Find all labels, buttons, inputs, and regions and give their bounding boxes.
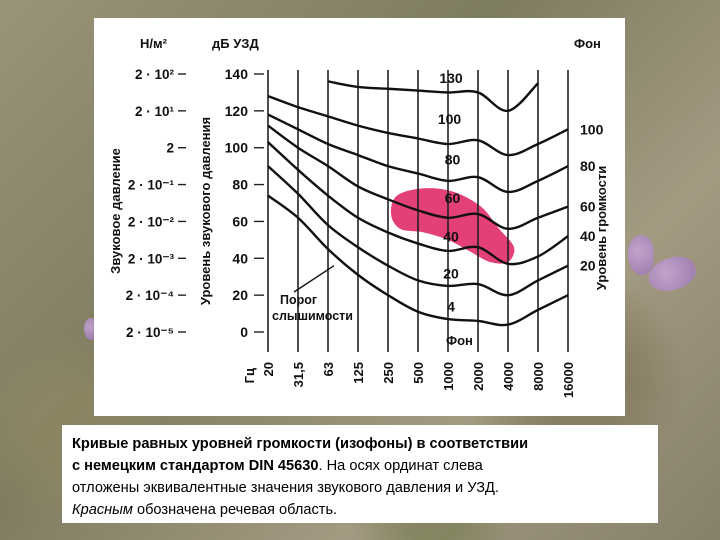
isophone-curve	[327, 80, 539, 113]
y-left-tick-label: 80	[232, 177, 248, 193]
x-tick-label: 16000	[561, 362, 576, 398]
y-right-tick-label: 60	[580, 199, 596, 215]
y-left-tick-label: 20	[232, 287, 248, 303]
y-pressure-tick-label: 2 · 10⁻¹	[128, 178, 175, 193]
curve-label: 100	[438, 111, 462, 127]
y-pressure-tick-label: 2 · 10⁻³	[128, 251, 175, 266]
curve-label: 60	[445, 190, 461, 206]
x-tick-label: 4000	[501, 362, 516, 391]
caption-line-1: Кривые равных уровней громкости (изофоны…	[72, 436, 529, 452]
isophone-curve	[267, 124, 569, 231]
y-right-tick-label: 40	[580, 228, 596, 244]
phon-unit-label: Фон	[574, 36, 601, 51]
loudness-axis-title: Уровень громкости	[594, 166, 609, 290]
caption-line-2-rest: . На осях ординат слева	[318, 458, 483, 474]
isophone-curve	[267, 94, 569, 157]
y-pressure-tick-label: 2 · 10⁻²	[128, 214, 175, 229]
y-left-tick-label: 100	[225, 140, 249, 156]
isophone-curve	[267, 165, 569, 297]
threshold-label: Порог	[280, 293, 317, 307]
threshold-label: слышимости	[272, 309, 353, 323]
figure-caption: Кривые равных уровней громкости (изофоны…	[62, 425, 658, 523]
x-tick-label: 1000	[441, 362, 456, 391]
caption-standard: с немецким стандартом DIN 45630	[72, 458, 319, 474]
isophone-chart: 20 31,5 63 125 250 500 1000 2000 4000 8000 16000 0 2…	[108, 36, 609, 398]
hz-unit-label: Гц	[242, 368, 257, 383]
caption-red-word: Красным	[72, 502, 133, 518]
y-left-tick-label: 0	[240, 324, 248, 340]
x-tick-label: 2000	[471, 362, 486, 391]
speech-region	[390, 188, 515, 264]
pressure-axis-title: Звуковое давление	[108, 148, 123, 274]
spl-axis-title: Уровень звукового давления	[198, 117, 213, 305]
background-flower	[628, 235, 654, 275]
isophone-curve	[267, 194, 569, 327]
chart-figure: 20 31,5 63 125 250 500 1000 2000 4000 8000 16000 0 2…	[94, 18, 625, 416]
curve-label: 4	[447, 299, 455, 315]
x-tick-label: 125	[351, 362, 366, 384]
x-tick-label: 8000	[531, 362, 546, 391]
x-tick-label: 500	[411, 362, 426, 384]
y-right-tick-label: 20	[580, 258, 596, 274]
curve-label: 20	[443, 266, 459, 282]
x-tick-label: 63	[321, 362, 336, 376]
x-tick-label: 31,5	[291, 362, 306, 387]
isophone-curve	[267, 113, 569, 194]
y-left-tick-label: 140	[225, 66, 249, 82]
caption-line-4-rest: обозначена речевая область.	[132, 502, 338, 518]
caption-line-2: с немецким стандартом DIN 45630. На осях…	[72, 455, 648, 477]
y-pressure-tick-label: 2 · 10⁻⁵	[126, 325, 174, 340]
curve-label: 40	[443, 229, 459, 245]
y-pressure-tick-label: 2 · 10²	[135, 67, 175, 82]
caption-line-3: отложены эквивалентные значения звуковог…	[72, 480, 499, 496]
y-left-tick-label: 40	[232, 250, 248, 266]
y-pressure-tick-label: 2 · 10⁻⁴	[126, 288, 174, 303]
y-pressure-tick-label: 2 · 10¹	[135, 104, 175, 119]
y-right-tick-label: 100	[580, 121, 604, 137]
pressure-unit-label: Н/м²	[140, 36, 168, 51]
y-pressure-tick-label: 2	[166, 141, 174, 156]
x-tick-label: 250	[381, 362, 396, 384]
threshold-pointer	[293, 265, 335, 293]
caption-line-4: Красным обозначена речевая область.	[72, 499, 648, 521]
isophone-curve	[267, 141, 569, 266]
db-unit-label: дБ УЗД	[212, 36, 259, 51]
phon-bottom-label: Фон	[446, 333, 473, 348]
y-right-tick-label: 80	[580, 158, 596, 174]
y-left-tick-label: 120	[225, 103, 249, 119]
x-tick-label: 20	[261, 362, 276, 376]
y-left-tick-label: 60	[232, 213, 248, 229]
curve-label: 80	[445, 151, 461, 167]
curve-label: 130	[439, 70, 463, 86]
